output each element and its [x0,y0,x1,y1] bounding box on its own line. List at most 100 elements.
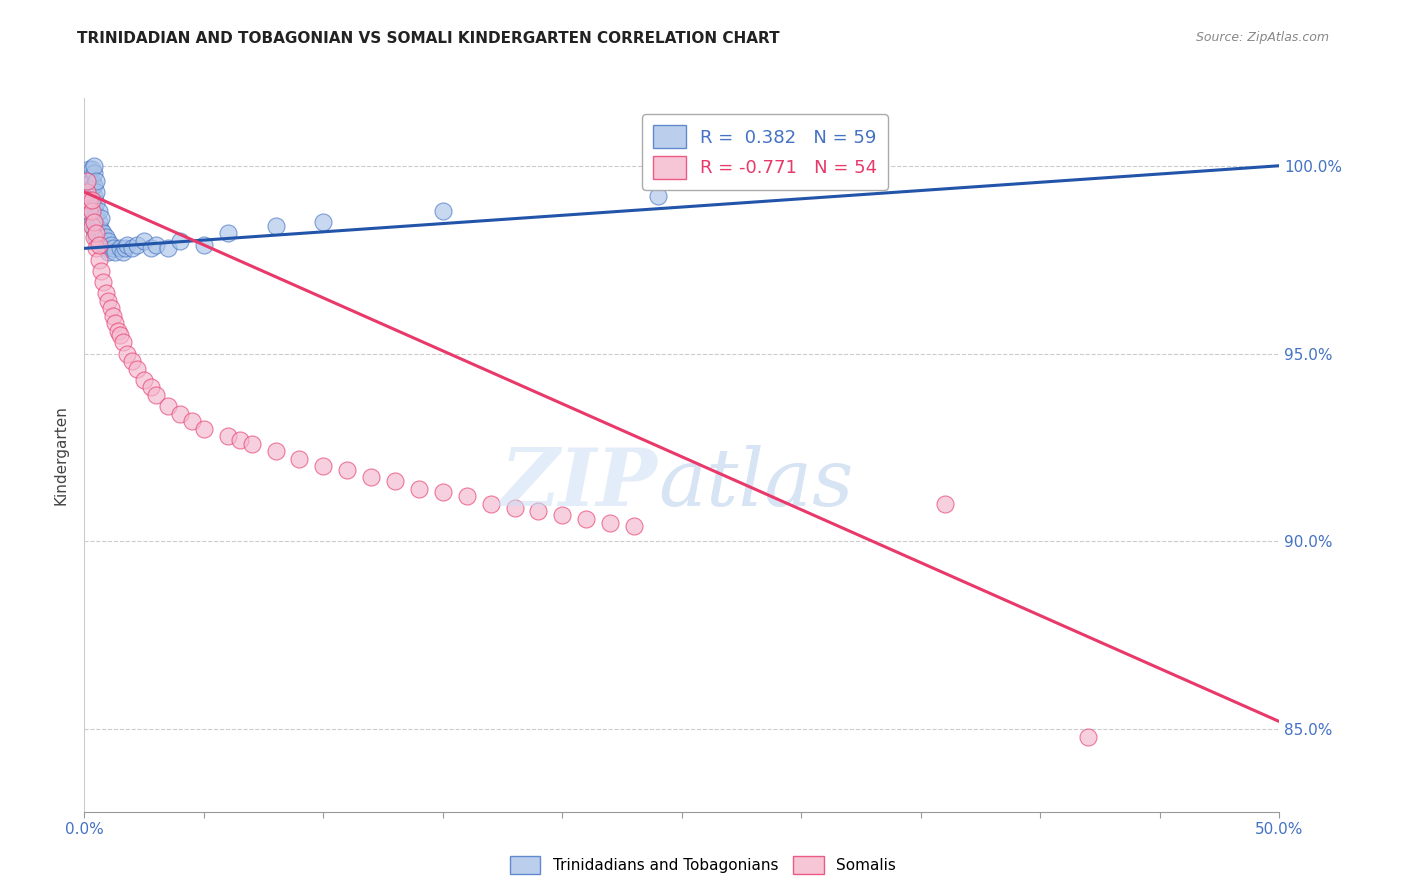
Point [132,373,156,387]
Point [336,463,359,477]
Point [80,193,103,207]
Point [193,237,215,252]
Y-axis label: Kindergarten: Kindergarten [53,405,69,505]
Point [87,203,110,218]
Point [110,241,132,255]
Point [77,181,100,195]
Point [77,203,100,218]
Point [77,193,100,207]
Text: Source: ZipAtlas.com: Source: ZipAtlas.com [1195,31,1329,45]
Point [86,208,108,222]
Point [432,203,454,218]
Point [264,444,287,458]
Point [575,512,598,526]
Point [157,399,180,413]
Point [80,219,103,233]
Point [87,227,110,241]
Point [360,470,382,484]
Point [77,162,100,177]
Point [551,508,574,522]
Point [101,309,124,323]
Point [83,166,105,180]
Point [76,174,98,188]
Point [100,301,122,316]
Point [86,196,108,211]
Point [141,380,163,394]
Point [80,174,103,188]
Point [87,237,110,252]
Point [104,245,127,260]
Point [87,252,110,267]
Point [145,388,167,402]
Point [94,230,117,244]
Point [111,335,134,350]
Point [90,234,112,248]
Point [76,174,98,188]
Point [623,519,645,533]
Point [86,174,108,188]
Point [77,169,100,184]
Point [599,516,621,530]
Point [90,264,112,278]
Point [93,237,115,252]
Point [80,162,103,177]
Point [125,237,148,252]
Point [87,215,110,229]
Point [83,215,105,229]
Legend: Trinidadians and Tobagonians, Somalis: Trinidadians and Tobagonians, Somalis [503,850,903,880]
Point [76,196,98,211]
Text: TRINIDADIAN AND TOBAGONIAN VS SOMALI KINDERGARTEN CORRELATION CHART: TRINIDADIAN AND TOBAGONIAN VS SOMALI KIN… [77,31,780,46]
Point [83,230,105,244]
Point [80,193,103,207]
Point [229,433,252,447]
Point [83,188,105,202]
Point [132,234,156,248]
Point [141,241,163,255]
Point [104,317,127,331]
Point [93,275,115,289]
Point [169,407,191,421]
Point [107,324,129,338]
Point [93,227,115,241]
Point [90,222,112,236]
Point [83,159,105,173]
Point [479,497,502,511]
Point [97,293,120,308]
Point [101,241,124,255]
Point [83,178,105,192]
Point [157,241,180,255]
Point [217,429,239,443]
Point [77,203,100,218]
Point [121,354,143,368]
Point [80,203,103,218]
Point [264,219,287,233]
Point [145,237,167,252]
Point [647,188,669,202]
Text: atlas: atlas [658,445,853,522]
Point [94,241,117,255]
Point [76,185,98,199]
Point [86,185,108,199]
Point [117,346,139,360]
Point [384,474,406,488]
Point [121,241,143,255]
Point [456,489,478,503]
Point [80,181,103,195]
Point [83,211,105,226]
Legend: R =  0.382   N = 59, R = -0.771   N = 54: R = 0.382 N = 59, R = -0.771 N = 54 [643,114,889,190]
Point [408,482,430,496]
Point [240,436,263,450]
Point [117,237,139,252]
Point [77,193,100,207]
Point [934,497,956,511]
Point [86,219,108,233]
Point [83,200,105,214]
Point [80,215,103,229]
Point [125,361,148,376]
Point [181,414,204,428]
Point [527,504,550,518]
Point [86,241,108,255]
Point [97,245,120,260]
Point [76,185,98,199]
Point [217,227,239,241]
